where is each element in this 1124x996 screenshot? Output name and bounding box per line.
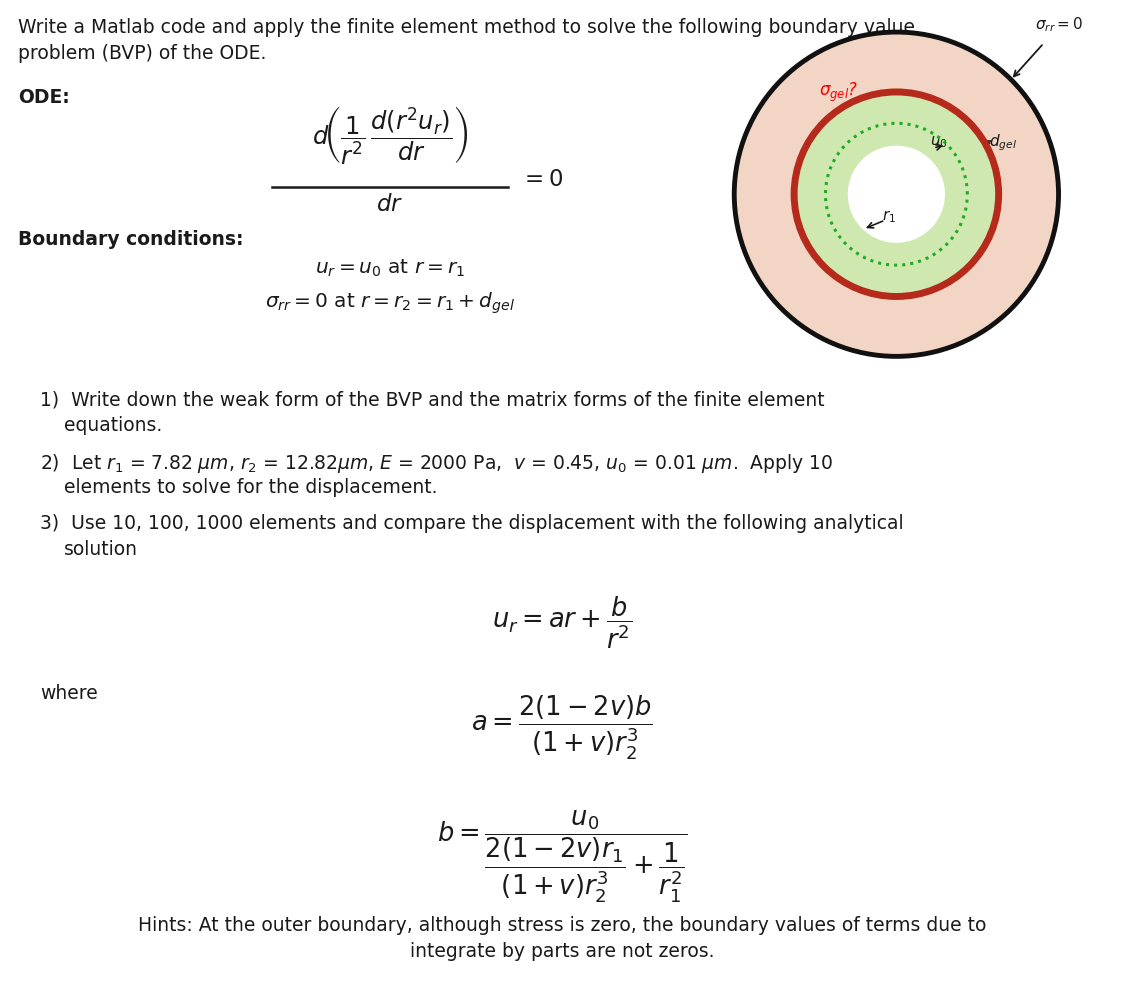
- Text: $a = \dfrac{2(1-2v)b}{(1+v)r_2^3}$: $a = \dfrac{2(1-2v)b}{(1+v)r_2^3}$: [471, 694, 653, 762]
- Text: 3)  Use 10, 100, 1000 elements and compare the displacement with the following a: 3) Use 10, 100, 1000 elements and compar…: [40, 514, 904, 533]
- Text: $= 0$: $= 0$: [520, 167, 563, 190]
- Text: $dr$: $dr$: [377, 193, 404, 216]
- Text: Boundary conditions:: Boundary conditions:: [18, 230, 244, 249]
- Circle shape: [734, 32, 1059, 357]
- Text: $\sigma_{gel}$?: $\sigma_{gel}$?: [819, 82, 859, 105]
- Text: $d\!\left(\dfrac{1}{r^2}\,\dfrac{d(r^2u_r)}{dr}\right)$: $d\!\left(\dfrac{1}{r^2}\,\dfrac{d(r^2u_…: [311, 105, 468, 167]
- Text: $\sigma_{rr}=0$: $\sigma_{rr}=0$: [1034, 15, 1082, 34]
- Text: 2)  Let $r_1$ = 7.82 $\mu m$, $r_2$ = 12.82$\mu m$, $E$ = 2000 Pa,  $v$ = 0.45, : 2) Let $r_1$ = 7.82 $\mu m$, $r_2$ = 12.…: [40, 452, 834, 475]
- Text: integrate by parts are not zeros.: integrate by parts are not zeros.: [410, 942, 714, 961]
- Text: problem (BVP) of the ODE.: problem (BVP) of the ODE.: [18, 44, 266, 63]
- Text: 1)  Write down the weak form of the BVP and the matrix forms of the finite eleme: 1) Write down the weak form of the BVP a…: [40, 390, 825, 409]
- Text: $u_0$: $u_0$: [930, 134, 948, 150]
- Circle shape: [849, 146, 944, 242]
- Text: $r_1$: $r_1$: [881, 208, 896, 225]
- Text: elements to solve for the displacement.: elements to solve for the displacement.: [64, 478, 437, 497]
- Text: $d_{gel}$: $d_{gel}$: [988, 132, 1016, 153]
- Text: $\sigma_{rr} = 0\ \mathrm{at}\ r = r_2 = r_1 + d_{gel}$: $\sigma_{rr} = 0\ \mathrm{at}\ r = r_2 =…: [265, 290, 515, 316]
- Text: $u_r = ar + \dfrac{b}{r^2}$: $u_r = ar + \dfrac{b}{r^2}$: [492, 594, 632, 650]
- Text: equations.: equations.: [64, 416, 162, 435]
- Circle shape: [795, 92, 998, 297]
- Text: $b = \dfrac{u_0}{\dfrac{2(1-2v)r_1}{(1+v)r_2^3} + \dfrac{1}{r_1^2}}$: $b = \dfrac{u_0}{\dfrac{2(1-2v)r_1}{(1+v…: [436, 809, 688, 905]
- Text: solution: solution: [64, 540, 138, 559]
- Text: Write a Matlab code and apply the finite element method to solve the following b: Write a Matlab code and apply the finite…: [18, 18, 915, 37]
- Text: where: where: [40, 684, 98, 703]
- Text: Hints: At the outer boundary, although stress is zero, the boundary values of te: Hints: At the outer boundary, although s…: [138, 916, 986, 935]
- Text: ODE:: ODE:: [18, 88, 70, 107]
- Text: $u_r = u_0\ \mathrm{at}\ r = r_1$: $u_r = u_0\ \mathrm{at}\ r = r_1$: [315, 258, 465, 279]
